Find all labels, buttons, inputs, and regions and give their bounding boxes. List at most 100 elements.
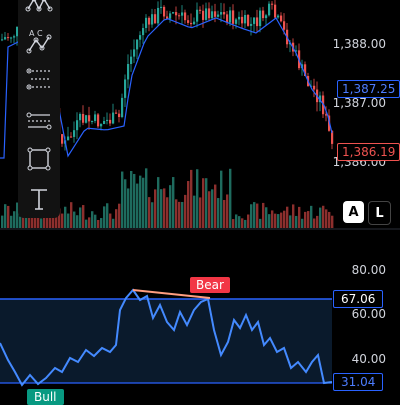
rsi-axis-label-80: 80.00 [351, 263, 386, 277]
volume-bar [73, 211, 76, 228]
volume-bar [163, 188, 166, 228]
volume-bar [94, 214, 97, 228]
candle-body [88, 115, 91, 122]
candle-body [118, 113, 121, 118]
fib-retracement-button[interactable] [18, 62, 60, 96]
candle-body [214, 11, 217, 17]
volume-bar [247, 214, 250, 228]
volume-bar [148, 197, 151, 228]
volume-bar [106, 203, 109, 228]
candle-body [94, 114, 97, 122]
candle-body [172, 12, 175, 14]
candle-body [184, 12, 187, 21]
volume-bar [157, 177, 160, 228]
volume-bar [193, 195, 196, 228]
volume-bar [70, 202, 73, 228]
candle-body [127, 64, 130, 80]
volume-bar [220, 170, 223, 228]
volume-bar [205, 178, 208, 228]
volume-bar [262, 202, 265, 228]
pattern-tool-icon [25, 0, 53, 12]
volume-bar [298, 206, 301, 228]
volume-bar [274, 213, 277, 228]
volume-bar [43, 208, 46, 228]
volume-bar [130, 170, 133, 228]
candle-body [274, 4, 277, 18]
candle-body [247, 15, 250, 26]
auto-scale-button[interactable]: A [343, 201, 364, 223]
candle-body [151, 14, 154, 25]
volume-bar [268, 214, 271, 228]
candle-body [331, 130, 334, 144]
rsi-axis-label-40: 40.00 [351, 352, 386, 366]
volume-bar [67, 213, 70, 228]
price-axis-label-1387: 1,387.00 [332, 96, 386, 110]
volume-bar [118, 203, 121, 228]
measure-tool-icon [26, 112, 52, 130]
volume-bar [166, 197, 169, 228]
candle-body [199, 9, 202, 11]
candle-body [157, 7, 160, 24]
volume-bar [34, 215, 37, 228]
volume-bar [127, 188, 130, 228]
volume-bar [10, 215, 13, 228]
volume-bar [169, 185, 172, 228]
rsi-line [0, 288, 333, 387]
candle-body [268, 3, 271, 16]
volume-bar [187, 181, 190, 228]
volume-bar [286, 206, 289, 228]
candle-body [232, 10, 235, 24]
volume-bar [199, 197, 202, 228]
text-tool-button[interactable] [18, 182, 60, 216]
drawing-toolbar: A C [18, 0, 60, 218]
rsi-band-fill [0, 299, 332, 383]
candle-body [160, 6, 163, 8]
candle-body [61, 134, 64, 144]
candle-body [136, 39, 139, 50]
moving-average-price-tag: 1,387.25 [337, 80, 400, 98]
candle-body [154, 14, 157, 24]
volume-bar [64, 206, 67, 228]
volume-bar [100, 218, 103, 228]
abcd-pattern-button[interactable]: A C [18, 24, 60, 58]
volume-bars [1, 168, 334, 228]
candle-body [103, 120, 106, 124]
rectangle-tool-button[interactable] [18, 142, 60, 176]
candle-body [13, 36, 16, 38]
candle-body [76, 120, 79, 131]
rsi-current-value-tag: 31.04 [333, 373, 384, 391]
candle-body [181, 12, 184, 16]
volume-bar [25, 215, 28, 228]
candle-body [250, 23, 253, 26]
volume-bar [82, 205, 85, 228]
volume-bar [76, 215, 79, 228]
volume-bar [13, 211, 16, 228]
candle-body [211, 11, 214, 19]
candle-body [241, 16, 244, 24]
measure-tool-button[interactable] [18, 104, 60, 138]
volume-bar [91, 211, 94, 228]
volume-bar [184, 194, 187, 228]
candle-body [70, 136, 73, 138]
volume-bar [196, 169, 199, 228]
candle-body [262, 10, 265, 19]
volume-bar [250, 204, 253, 228]
volume-bar [7, 205, 10, 228]
candle-body [175, 12, 178, 16]
candle-body [244, 15, 247, 24]
candle-body [235, 19, 238, 24]
log-scale-button[interactable]: L [368, 201, 391, 225]
candle-body [1, 39, 4, 41]
candle-body [82, 113, 85, 123]
candle-body [73, 130, 76, 137]
candle-body [190, 22, 193, 25]
pattern-tool-button[interactable] [18, 0, 60, 26]
fib-retracement-icon [26, 68, 50, 90]
candle-body [205, 8, 208, 20]
candle-body [256, 17, 259, 27]
candle-body [109, 119, 112, 124]
candle-body [259, 10, 262, 27]
volume-bar [178, 201, 181, 228]
candle-body [142, 28, 145, 36]
volume-bar [319, 207, 322, 228]
